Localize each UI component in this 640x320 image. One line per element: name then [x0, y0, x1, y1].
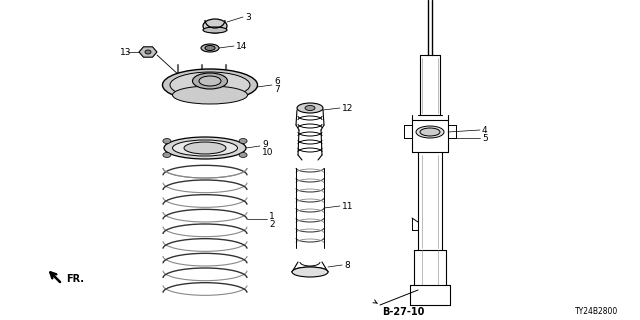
Text: 7: 7	[274, 84, 280, 93]
Ellipse shape	[184, 142, 226, 154]
Ellipse shape	[416, 126, 444, 138]
Ellipse shape	[297, 103, 323, 113]
Text: 3: 3	[245, 12, 251, 21]
Text: TY24B2800: TY24B2800	[575, 308, 618, 316]
Ellipse shape	[292, 267, 328, 277]
Ellipse shape	[193, 73, 227, 89]
Text: 14: 14	[236, 42, 248, 51]
Ellipse shape	[203, 27, 227, 33]
Ellipse shape	[173, 140, 237, 156]
Ellipse shape	[199, 76, 221, 86]
Text: B-27-10: B-27-10	[382, 307, 424, 317]
Text: FR.: FR.	[66, 274, 84, 284]
Text: 10: 10	[262, 148, 273, 156]
Ellipse shape	[239, 153, 247, 157]
Text: 8: 8	[344, 260, 349, 269]
Ellipse shape	[420, 128, 440, 136]
Ellipse shape	[305, 106, 315, 110]
Ellipse shape	[203, 19, 227, 33]
Ellipse shape	[163, 139, 171, 143]
Ellipse shape	[173, 86, 248, 104]
Ellipse shape	[163, 153, 171, 157]
Polygon shape	[139, 47, 157, 57]
Text: 5: 5	[482, 133, 488, 142]
Text: 6: 6	[274, 76, 280, 85]
Text: 11: 11	[342, 202, 353, 211]
Ellipse shape	[170, 72, 250, 98]
Ellipse shape	[205, 45, 215, 51]
Ellipse shape	[145, 50, 151, 54]
Text: 13: 13	[120, 47, 131, 57]
Text: 1: 1	[269, 212, 275, 221]
Ellipse shape	[164, 137, 246, 159]
Ellipse shape	[163, 69, 257, 101]
Text: 9: 9	[262, 140, 268, 148]
Ellipse shape	[239, 139, 247, 143]
Ellipse shape	[201, 44, 219, 52]
Text: 4: 4	[482, 125, 488, 134]
Text: 12: 12	[342, 103, 353, 113]
Text: 2: 2	[269, 220, 275, 229]
